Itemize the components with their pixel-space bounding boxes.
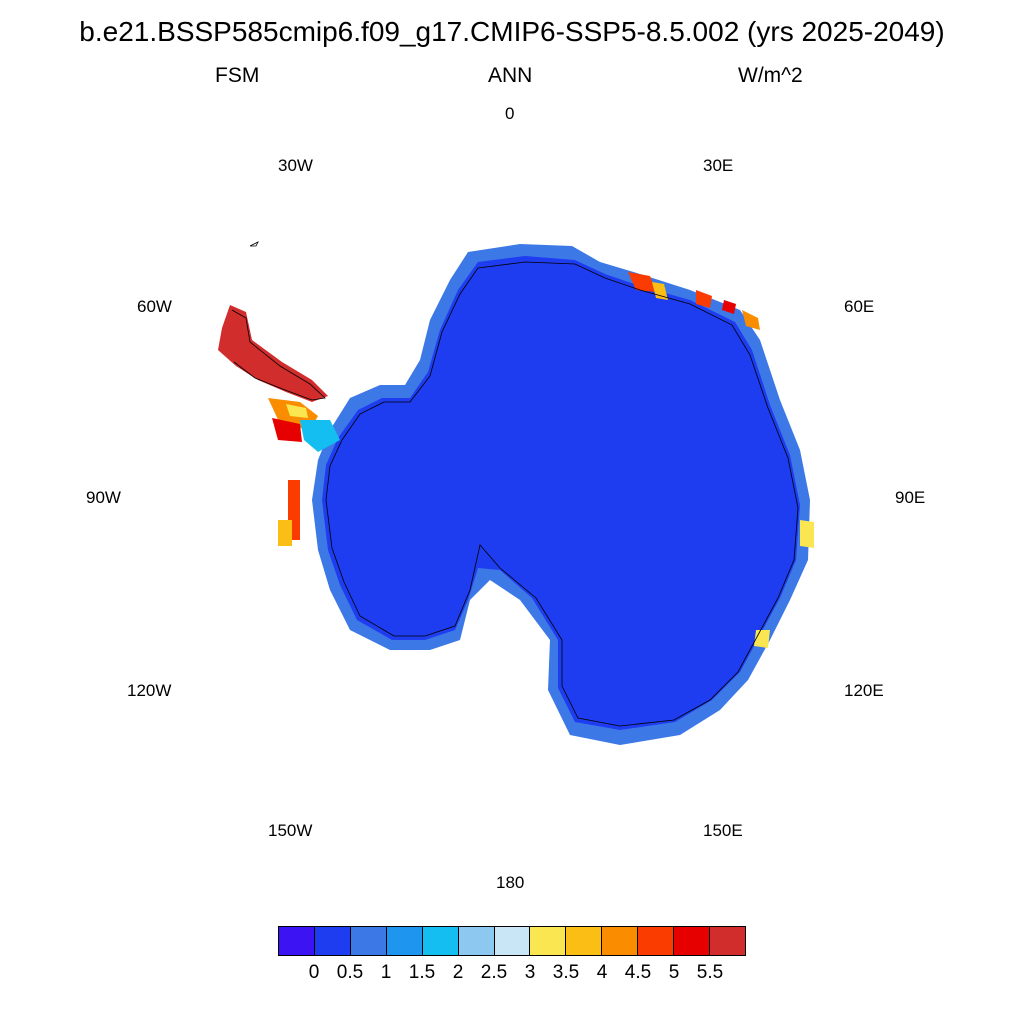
lon-label-90e: 90E: [895, 488, 926, 507]
colorbar-box-5: [458, 927, 495, 955]
colorbar-label: 1: [380, 962, 392, 983]
colorbar-label: 0.5: [336, 962, 364, 983]
east-coast-patch-1: [628, 272, 656, 292]
lon-label-90w: 90W: [86, 488, 121, 507]
lon-label-60e: 60E: [844, 297, 875, 316]
lon-label-30w: 30W: [278, 156, 313, 175]
coastline: [325, 261, 799, 727]
season-label: ANN: [488, 64, 533, 87]
east-coast-patch-6: [800, 520, 814, 548]
colorbar-box-3: [386, 927, 423, 955]
peninsula-yellow: [286, 404, 308, 418]
colorbar-label: 3.5: [552, 962, 580, 983]
colorbar: [278, 926, 746, 956]
lon-label-60w: 60W: [137, 297, 172, 316]
lon-label-120w: 120W: [127, 681, 172, 700]
peninsula-tip-cyan: [300, 420, 340, 452]
colorbar-box-9: [602, 927, 639, 955]
colorbar-box-4: [422, 927, 459, 955]
colorbar-box-11: [674, 927, 711, 955]
colorbar-label: 5.5: [696, 962, 724, 983]
lon-label-120e: 120E: [844, 681, 884, 700]
colorbar-box-6: [494, 927, 531, 955]
colorbar-label: 3: [524, 962, 536, 983]
east-coast-patch-2: [652, 282, 668, 300]
peninsula-coastline: [231, 309, 326, 401]
colorbar-label: 2: [452, 962, 464, 983]
colorbar-box-12: [710, 927, 745, 955]
colorbar-box-7: [530, 927, 567, 955]
east-coast-patch-3: [696, 290, 712, 308]
lon-label-30e: 30E: [703, 156, 734, 175]
plot-title: b.e21.BSSP585cmip6.f09_g17.CMIP6-SSP5-8.…: [79, 16, 945, 47]
colorbar-label: 1.5: [408, 962, 436, 983]
colorbar-box-8: [566, 927, 603, 955]
south-georgia-coast: [249, 241, 259, 247]
lon-label-0: 0: [505, 104, 515, 123]
east-coast-patch-4: [722, 300, 736, 314]
units-label: W/m^2: [738, 64, 803, 87]
west-coast-patch-2: [278, 520, 292, 546]
peninsula-red: [272, 418, 302, 442]
colorbar-label: 5: [668, 962, 680, 983]
lon-label-180: 180: [496, 873, 525, 892]
colorbar-label: 2.5: [480, 962, 508, 983]
colorbar-label: 4: [596, 962, 608, 983]
colorbar-label: 0: [308, 962, 320, 983]
east-coast-patch-5: [742, 310, 760, 330]
colorbar-label: 4.5: [624, 962, 652, 983]
colorbar-box-2: [350, 927, 387, 955]
variable-label: FSM: [215, 64, 260, 87]
antarctic-peninsula: [218, 305, 328, 402]
colorbar-labels: 0 0.5 1 1.5 2 2.5 3 3.5 4 4.5 5 5.5: [278, 962, 746, 986]
colorbar-box-0: [279, 927, 315, 955]
colorbar-box-1: [314, 927, 351, 955]
colorbar-box-10: [638, 927, 675, 955]
lon-label-150w: 150W: [268, 821, 313, 840]
east-coast-patch-7: [754, 630, 770, 648]
ice-sheet: [322, 256, 800, 730]
lon-label-150e: 150E: [703, 821, 743, 840]
